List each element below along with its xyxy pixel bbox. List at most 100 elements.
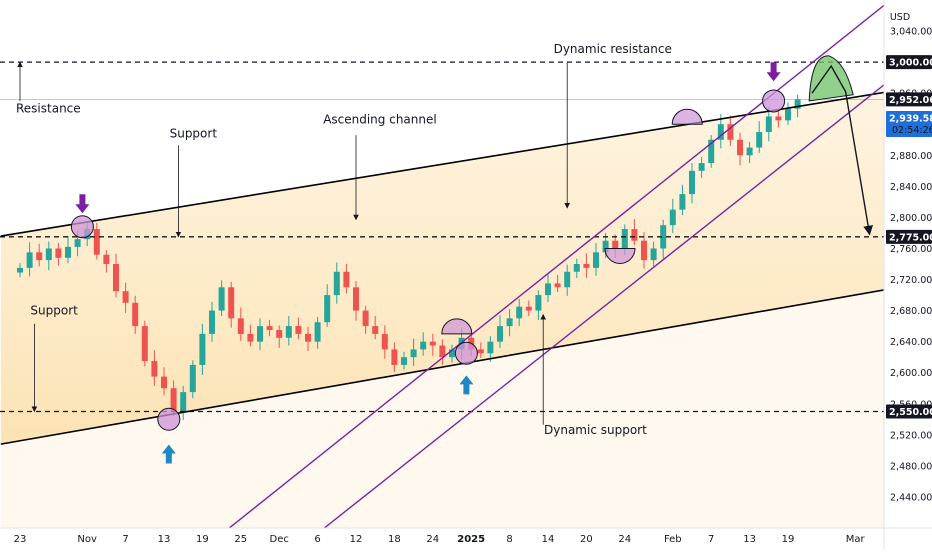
candle-body — [583, 264, 590, 268]
level-price-tag — [886, 229, 932, 244]
candle-body — [717, 124, 724, 140]
candle-body — [266, 326, 273, 330]
price-tick-label: 2,520.000 — [890, 430, 932, 441]
time-tick-label: 12 — [350, 534, 363, 545]
channel-lower-line — [0, 289, 884, 445]
price-tick-label: 2,760.000 — [890, 244, 932, 255]
time-tick-label: 2025 — [457, 534, 485, 545]
price-tick-label: 2,720.000 — [890, 275, 932, 286]
price-tick-label: 2,840.000 — [890, 182, 932, 193]
candle-body — [477, 349, 484, 354]
candle-body — [698, 163, 705, 171]
candle-body — [170, 388, 177, 412]
candle-body — [669, 209, 676, 226]
candle-body — [765, 116, 772, 132]
candle-body — [189, 364, 196, 393]
candle-body — [93, 229, 100, 255]
time-tick-label: 8 — [506, 534, 512, 545]
time-tick-label: Mar — [846, 534, 866, 545]
candle-body — [727, 124, 734, 140]
time-tick-label: 13 — [158, 534, 171, 545]
candle-body — [775, 116, 782, 121]
candle-body — [746, 147, 753, 156]
candle-body — [401, 357, 407, 365]
dynamic-support-line — [323, 84, 884, 528]
candle-body — [621, 229, 628, 249]
candle-body — [276, 330, 283, 338]
candle-body — [151, 361, 158, 377]
reaction-half-circle — [441, 318, 473, 335]
reaction-half-circle — [604, 247, 636, 264]
candle-body — [497, 326, 503, 342]
candle-body — [324, 295, 331, 323]
current-price-tag-label: 2,939.585 — [889, 114, 932, 125]
candle-body — [161, 376, 167, 389]
candle-body — [564, 271, 571, 288]
time-tick-label: 20 — [580, 534, 593, 545]
candle-countdown: 02:54:26 — [892, 125, 932, 136]
touch-point-circle — [454, 341, 478, 365]
last-price-tag-label: 2,952.065 — [889, 95, 932, 106]
candle-body — [429, 341, 436, 346]
candle-body — [103, 254, 110, 264]
candle-body — [295, 326, 302, 334]
candle-body — [17, 267, 23, 273]
candle-body — [708, 139, 715, 164]
candle-body — [45, 248, 52, 261]
price-axis-panel — [884, 0, 932, 550]
price-tick-label: 3,040.000 — [890, 27, 932, 38]
candle-body — [113, 264, 119, 292]
candle-body — [26, 252, 33, 268]
candle-body — [573, 264, 580, 272]
bearish-arrow-icon — [766, 62, 781, 82]
level-price-tag-label: 2,550.000 — [889, 407, 932, 418]
candle-body — [209, 310, 215, 334]
candle-body — [237, 318, 244, 334]
candle-body — [343, 271, 350, 288]
candle-body — [487, 341, 494, 354]
candle-body — [141, 326, 148, 362]
touch-point-circle — [70, 215, 94, 239]
candle-body — [199, 333, 206, 365]
candle-body — [420, 341, 427, 350]
candle-body — [305, 333, 311, 342]
level-price-tag — [886, 55, 932, 70]
candle-body — [247, 333, 254, 342]
time-tick-label: 19 — [196, 534, 209, 545]
candle-body — [756, 132, 763, 148]
candle-body — [641, 240, 647, 261]
price-tick-label: 2,880.000 — [890, 151, 932, 162]
touch-point-circle — [762, 89, 786, 113]
price-tick-label: 2,640.000 — [890, 337, 932, 348]
candle-body — [602, 240, 609, 253]
annotation-dynamic-resistance: Dynamic resistance — [554, 42, 672, 56]
time-tick-label: Nov — [77, 534, 97, 545]
level-price-tag-label: 3,000.000 — [889, 58, 932, 69]
candle-body — [36, 252, 43, 261]
candle-body — [506, 318, 513, 327]
candle-body — [689, 170, 695, 195]
target-zone-highlight — [808, 55, 854, 102]
bullish-arrow-icon — [459, 375, 474, 395]
time-tick-label: 25 — [234, 534, 247, 545]
level-price-tag-label: 2,775.000 — [889, 232, 932, 243]
candle-body — [737, 139, 743, 156]
candle-body — [391, 349, 398, 365]
candle-body — [372, 326, 379, 334]
time-tick-label: 13 — [743, 534, 756, 545]
candle-body — [794, 99, 801, 109]
candle-body — [55, 248, 62, 258]
annotation-resistance: Resistance — [16, 102, 81, 116]
current-price-tag — [886, 111, 932, 138]
price-tick-label: 2,440.000 — [890, 492, 932, 503]
candle-body — [785, 108, 791, 121]
bearish-arrow-icon — [75, 194, 90, 214]
time-tick-label: 6 — [314, 534, 320, 545]
price-tick-label: 2,800.000 — [890, 213, 932, 224]
time-tick-label: Dec — [270, 534, 289, 545]
candle-body — [679, 194, 686, 210]
price-tick-label: 2,680.000 — [890, 306, 932, 317]
candle-body — [545, 283, 551, 296]
price-tick-label: 2,480.000 — [890, 461, 932, 472]
